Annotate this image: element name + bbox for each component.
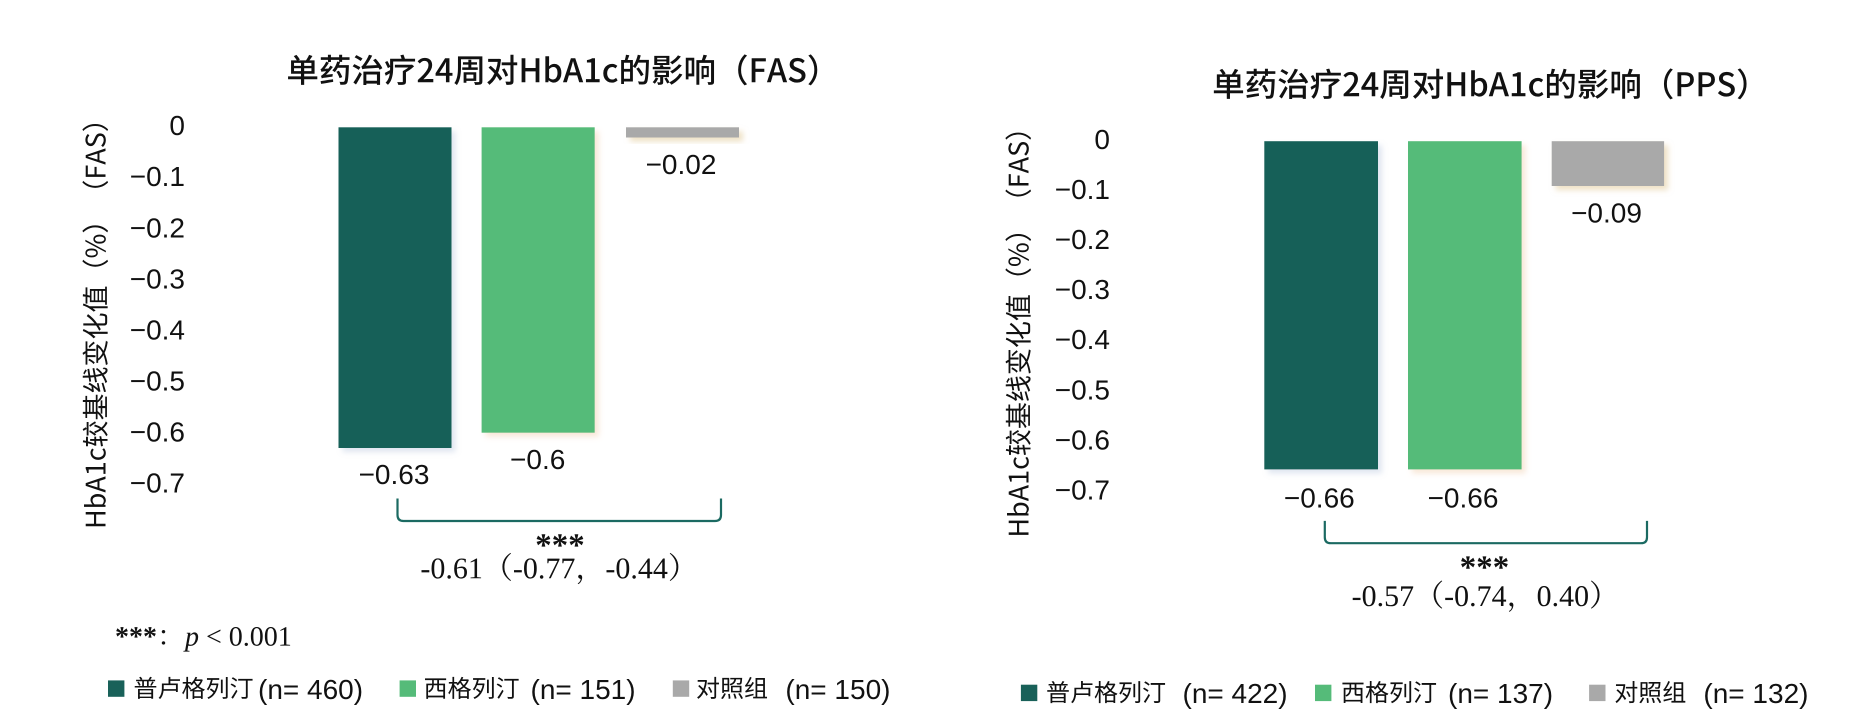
- svg-text:−0.1: −0.1: [130, 161, 185, 192]
- svg-text:−0.3: −0.3: [130, 263, 185, 294]
- svg-text:0: 0: [1094, 124, 1110, 155]
- svg-text:−0.66: −0.66: [1428, 482, 1499, 513]
- svg-text:−0.2: −0.2: [130, 212, 185, 243]
- svg-text:−0.6: −0.6: [130, 417, 185, 448]
- svg-text:(n= 132): (n= 132): [1703, 678, 1808, 709]
- svg-text:−0.6: −0.6: [1055, 424, 1110, 455]
- svg-text:−0.5: −0.5: [130, 366, 185, 397]
- svg-text:(n= 422): (n= 422): [1183, 678, 1288, 709]
- svg-text:(n= 150): (n= 150): [785, 674, 890, 705]
- svg-text:−0.7: −0.7: [1055, 474, 1110, 505]
- svg-text:(n= 151): (n= 151): [531, 674, 636, 705]
- svg-text:(n= 460): (n= 460): [258, 674, 363, 705]
- svg-text:−0.66: −0.66: [1284, 482, 1355, 513]
- svg-text:(n= 137): (n= 137): [1448, 678, 1553, 709]
- svg-text:−0.7: −0.7: [130, 468, 185, 499]
- svg-text:−0.63: −0.63: [359, 459, 430, 490]
- svg-text:−0.09: −0.09: [1571, 198, 1642, 229]
- svg-text:−0.2: −0.2: [1055, 224, 1110, 255]
- svg-text:−0.5: −0.5: [1055, 374, 1110, 405]
- svg-text:−0.6: −0.6: [510, 444, 565, 475]
- svg-text:−0.3: −0.3: [1055, 274, 1110, 305]
- svg-text:−0.02: −0.02: [646, 149, 717, 180]
- svg-text:−0.4: −0.4: [1055, 324, 1110, 355]
- svg-text:−0.4: −0.4: [130, 314, 185, 345]
- svg-text:0: 0: [169, 110, 185, 141]
- svg-text:−0.1: −0.1: [1055, 174, 1110, 205]
